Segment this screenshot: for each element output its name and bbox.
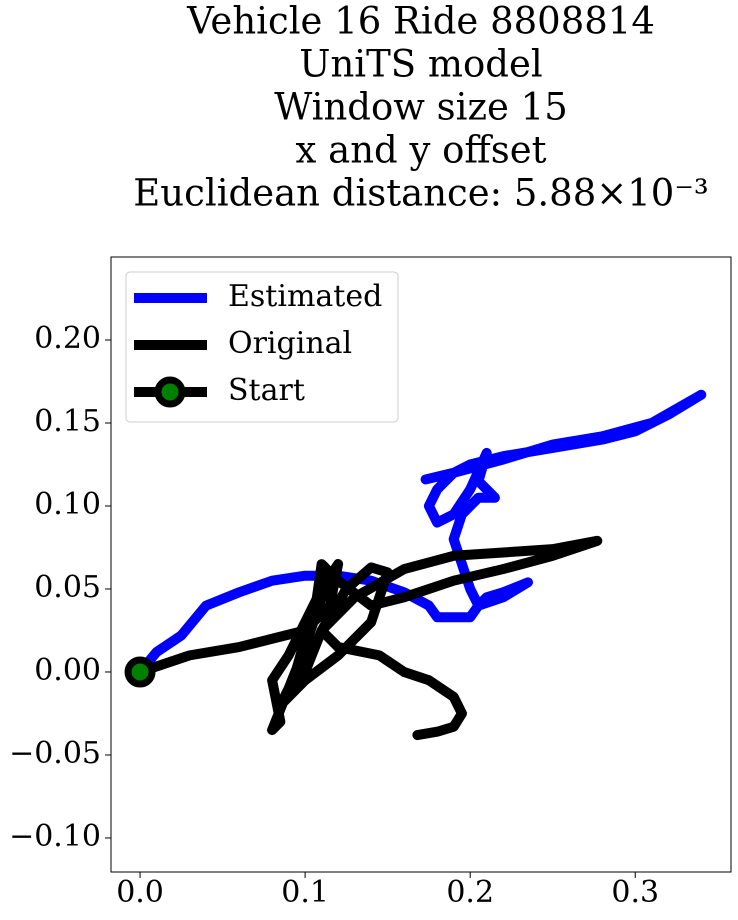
x-tick-label: 0.1 — [281, 875, 329, 910]
series-line — [135, 535, 603, 741]
legend-label: Start — [228, 373, 305, 408]
x-tick-label: 0.3 — [611, 875, 659, 910]
y-tick-label: 0.15 — [34, 404, 101, 439]
start-marker — [124, 656, 156, 688]
chart-title: Vehicle 16 Ride 8808814 — [186, 0, 655, 43]
chart-title: Window size 15 — [274, 86, 568, 129]
x-tick-label: 0.2 — [446, 875, 494, 910]
legend-label: Original — [228, 326, 352, 361]
chart-title: UniTS model — [299, 43, 542, 86]
plot-area — [124, 389, 707, 741]
legend-label: Estimated — [228, 279, 382, 314]
chart-title: x and y offset — [296, 129, 547, 172]
legend-marker — [154, 376, 186, 408]
y-tick-label: 0.05 — [34, 570, 101, 605]
y-tick-label: −0.10 — [9, 819, 101, 854]
axes-frame — [110, 256, 732, 873]
y-tick-label: 0.00 — [34, 653, 101, 688]
x-tick-label: 0.0 — [116, 875, 164, 910]
y-tick-label: 0.10 — [34, 487, 101, 522]
legend-box — [125, 271, 399, 423]
series-line — [135, 389, 707, 677]
y-tick-label: 0.20 — [34, 321, 101, 356]
chart-title: Euclidean distance: 5.88×10⁻³ — [133, 172, 708, 215]
y-tick-label: −0.05 — [9, 736, 101, 771]
